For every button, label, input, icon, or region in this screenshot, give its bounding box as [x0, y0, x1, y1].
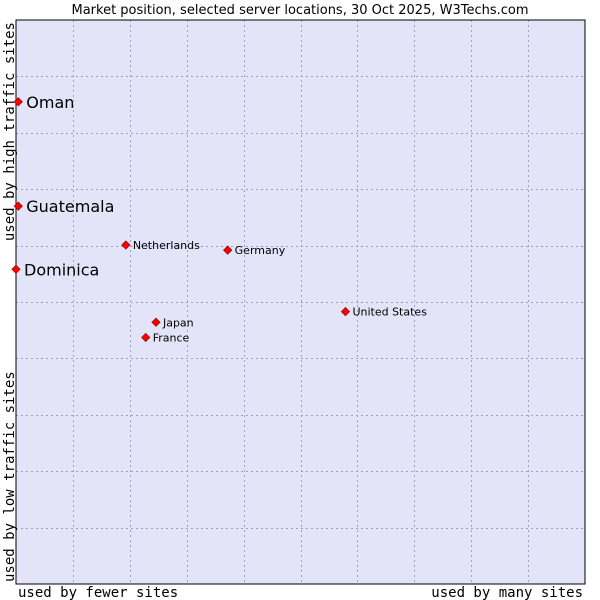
grid-lines	[16, 20, 585, 584]
data-point: Oman	[13, 93, 74, 112]
point-marker	[223, 245, 233, 255]
data-points: Oman Guatemala Dominica Netherlands Germany U…	[11, 93, 427, 345]
data-point: Japan	[151, 316, 194, 329]
plot-area	[16, 20, 585, 584]
y-axis-label-high: used by high traffic sites	[2, 22, 18, 241]
point-marker	[141, 332, 151, 343]
chart-title: Market position, selected server locatio…	[71, 3, 528, 18]
data-point: Guatemala	[13, 197, 114, 216]
point-marker	[13, 97, 23, 107]
point-label: Netherlands	[133, 239, 200, 252]
x-axis-label-high: used by many sites	[431, 585, 583, 600]
point-marker	[151, 317, 161, 327]
data-point: Dominica	[11, 260, 99, 279]
point-label: Dominica	[24, 260, 99, 279]
point-marker	[340, 306, 351, 317]
point-marker	[121, 240, 131, 250]
point-marker	[13, 201, 23, 211]
point-label: Oman	[26, 93, 74, 112]
point-label: Japan	[162, 316, 194, 329]
data-point: United States	[340, 306, 427, 319]
plot-border	[15, 19, 586, 585]
point-label: Guatemala	[26, 197, 114, 216]
point-marker	[11, 264, 21, 274]
y-axis-label-low: used by low traffic sites	[2, 371, 18, 582]
data-point: Netherlands	[121, 239, 200, 252]
point-label: Germany	[235, 244, 286, 257]
data-point: France	[141, 332, 190, 345]
point-label: United States	[352, 306, 427, 319]
x-axis-label-low: used by fewer sites	[18, 585, 178, 600]
data-point: Germany	[223, 244, 286, 257]
point-label: France	[153, 332, 190, 345]
